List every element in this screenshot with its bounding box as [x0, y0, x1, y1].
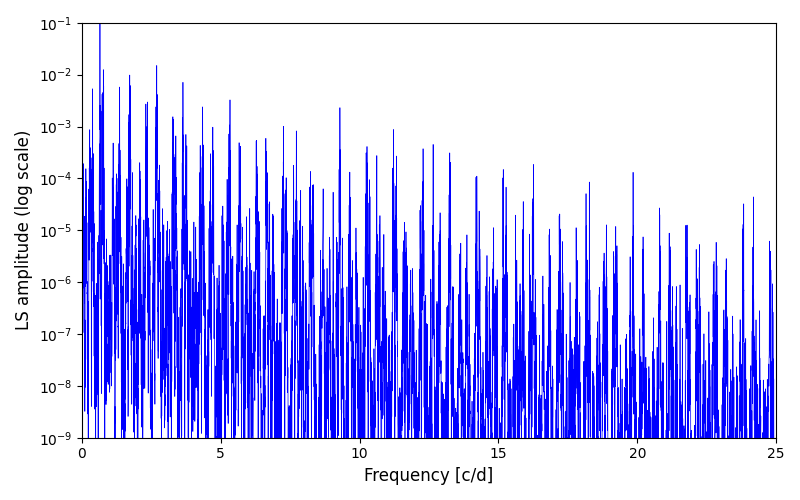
- Y-axis label: LS amplitude (log scale): LS amplitude (log scale): [15, 130, 33, 330]
- X-axis label: Frequency [c/d]: Frequency [c/d]: [364, 467, 494, 485]
